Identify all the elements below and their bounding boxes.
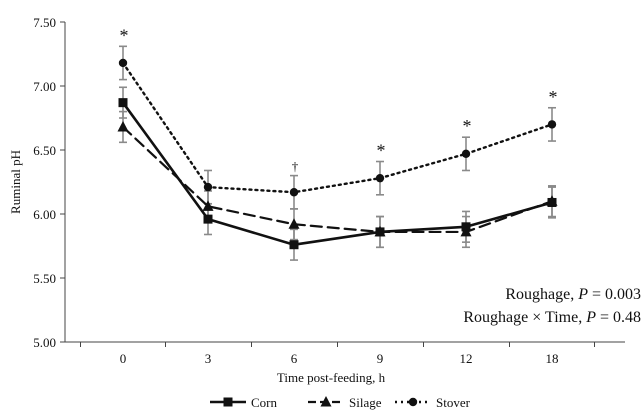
- x-tick-label: 9: [377, 351, 384, 366]
- y-axis-label: Ruminal pH: [8, 150, 23, 214]
- x-tick-label: 3: [205, 351, 212, 366]
- stover-marker: [118, 58, 128, 68]
- silage-marker: [374, 225, 386, 237]
- x-axis-label: Time post-feeding, h: [277, 370, 386, 385]
- silage-marker: [117, 120, 129, 132]
- legend-corn-label: Corn: [251, 395, 278, 410]
- annotation-value: = 0.003: [588, 286, 641, 303]
- y-tick-label: 6.50: [33, 143, 56, 158]
- y-axis-ticks: 5.00 5.50 6.00 6.50 7.00 7.50: [33, 15, 65, 350]
- y-tick-label: 5.50: [33, 271, 56, 286]
- x-axis-ticks: 0 3 6 9 12 18: [80, 342, 595, 366]
- annotation-prefix: Roughage × Time,: [463, 309, 586, 326]
- legend-stover-marker: [408, 397, 418, 407]
- corn-marker: [289, 240, 299, 250]
- y-tick-label: 7.50: [33, 15, 56, 30]
- axes: [64, 22, 625, 343]
- silage-marker: [546, 195, 558, 206]
- series-lines: [121, 61, 554, 247]
- silage-marker: [202, 200, 214, 211]
- stat-annotation: Roughage, P = 0.003: [505, 286, 641, 303]
- significance-mark: *: [549, 87, 558, 107]
- legend: Corn Silage Stover: [210, 395, 471, 410]
- silage-line: [121, 125, 554, 234]
- series-markers: [117, 58, 558, 250]
- stat-annotation: Roughage × Time, P = 0.48: [463, 309, 641, 326]
- stover-marker: [203, 182, 213, 192]
- annotation-p: P: [585, 309, 596, 326]
- legend-stover-label: Stover: [436, 395, 471, 410]
- x-tick-label: 12: [460, 351, 473, 366]
- corn-marker: [118, 98, 128, 108]
- significance-mark: †: [292, 159, 299, 174]
- stover-marker: [461, 149, 471, 159]
- stover-marker: [289, 188, 299, 197]
- significance-mark: *: [377, 141, 386, 161]
- stover-line: [121, 61, 554, 194]
- stover-marker: [375, 173, 385, 183]
- y-tick-label: 5.00: [33, 335, 56, 350]
- significance-mark: *: [463, 116, 472, 136]
- legend-corn-marker: [223, 397, 233, 407]
- x-tick-label: 18: [546, 351, 559, 366]
- annotation-prefix: Roughage,: [505, 286, 578, 303]
- silage-marker: [288, 218, 300, 229]
- y-tick-label: 6.00: [33, 207, 56, 222]
- silage-marker: [460, 225, 472, 237]
- corn-line: [121, 101, 554, 247]
- legend-silage-marker: [320, 396, 332, 407]
- x-tick-label: 0: [120, 351, 127, 366]
- corn-marker: [203, 214, 213, 224]
- significance-mark: *: [120, 25, 129, 45]
- y-tick-label: 7.00: [33, 79, 56, 94]
- significance-marks: * † * * *: [120, 25, 558, 173]
- stover-marker: [547, 120, 557, 129]
- legend-silage-label: Silage: [349, 395, 382, 410]
- annotation-value: = 0.48: [596, 309, 641, 326]
- annotation-p: P: [577, 286, 588, 303]
- x-tick-label: 6: [291, 351, 298, 366]
